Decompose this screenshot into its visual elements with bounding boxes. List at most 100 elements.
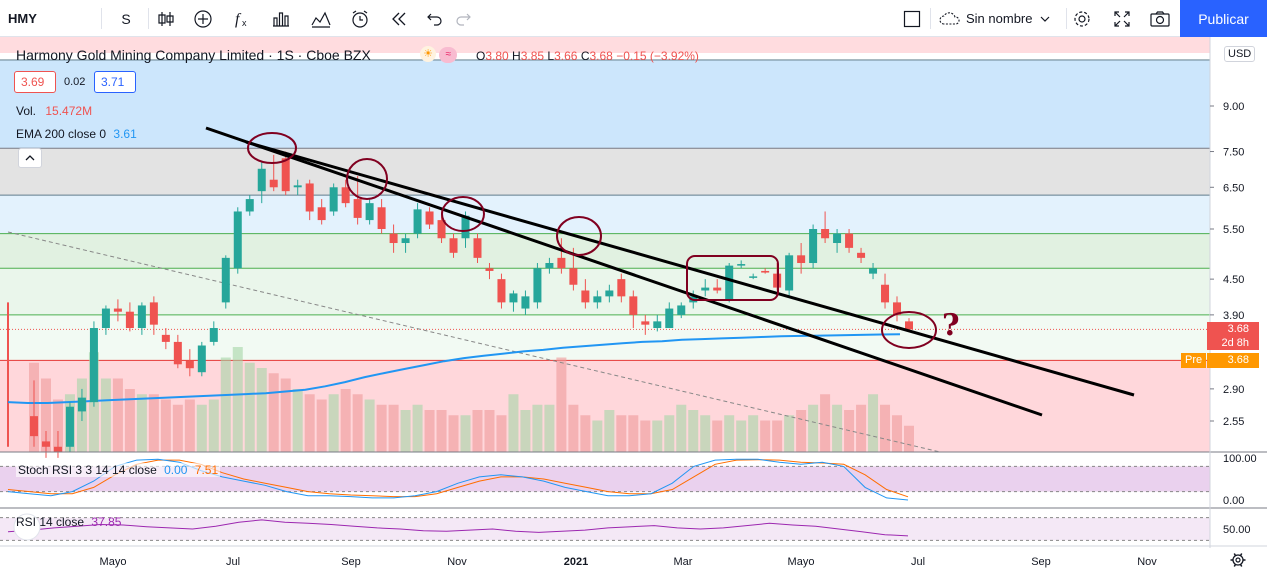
volume-bar	[688, 410, 699, 452]
candle	[329, 183, 338, 216]
bar-countdown: 2d 8h	[1221, 337, 1249, 349]
publish-button[interactable]: Publicar	[1180, 0, 1267, 37]
interval-label: S	[121, 10, 131, 27]
candle-body	[113, 308, 122, 312]
level-band	[0, 195, 1210, 234]
buy-button[interactable]: 3.71	[94, 71, 136, 93]
candle	[701, 279, 710, 297]
candle	[209, 321, 218, 346]
rsi-legend[interactable]: RSI 14 close 37.85	[16, 515, 121, 529]
volume-bar	[256, 368, 267, 452]
candle	[677, 302, 686, 319]
volume-bar	[856, 404, 867, 452]
candle	[257, 161, 266, 204]
price-tick-label: 6.50	[1223, 182, 1244, 194]
volume-bar	[100, 378, 111, 452]
volume-bar	[868, 394, 879, 452]
chart-area[interactable]: 9.00 7.50 6.50 5.50 4.50 3.90 2.90 2.55 100.00 0.…	[0, 37, 1267, 575]
candle	[881, 273, 890, 309]
candle-body	[521, 296, 530, 309]
volume-bar	[292, 389, 303, 452]
candle	[557, 238, 566, 274]
volume-bar	[508, 394, 519, 452]
candle	[185, 349, 194, 377]
stoch-tick-label: 100.00	[1223, 453, 1257, 465]
volume-bar	[112, 378, 123, 452]
volume-bar	[724, 415, 735, 452]
alert-button[interactable]	[346, 0, 374, 37]
undo-button[interactable]	[421, 0, 449, 37]
question-mark-annotation[interactable]: ?	[942, 308, 960, 343]
candle	[161, 328, 170, 350]
volume-legend[interactable]: Vol. 15.472M	[16, 104, 92, 118]
gear-tooth	[1239, 553, 1243, 557]
candle-body	[629, 296, 638, 315]
candle	[53, 430, 62, 458]
candle-body	[725, 265, 734, 300]
candle	[521, 290, 530, 315]
dashed-trendline-segment	[7, 231, 941, 453]
candle-body	[89, 328, 98, 403]
rsi-band	[0, 517, 1210, 541]
volume-bar	[364, 399, 375, 452]
candle-body	[533, 268, 542, 303]
indicators-button[interactable]	[189, 0, 217, 37]
candle-body	[665, 308, 674, 329]
rsi-tick-label: 50.00	[1223, 524, 1251, 536]
high-value: 3.85	[520, 49, 545, 63]
candle-body	[713, 287, 722, 291]
volume-bar	[268, 373, 279, 452]
candle-body	[569, 268, 578, 285]
fullscreen-button[interactable]	[1108, 0, 1136, 37]
stoch-legend[interactable]: Stoch RSI 3 3 14 14 close 0.00 7.51	[16, 463, 221, 477]
compare-button[interactable]	[267, 0, 295, 37]
collapse-legend-button[interactable]	[18, 148, 42, 168]
highlight-box	[686, 255, 779, 301]
candle-body	[761, 270, 770, 273]
volume-bar	[796, 410, 807, 452]
highlight-circle	[556, 216, 602, 256]
candle-body	[821, 229, 830, 239]
sell-button[interactable]: 3.69	[14, 71, 56, 93]
replay-button[interactable]	[385, 0, 413, 37]
settings-button[interactable]	[1068, 0, 1096, 37]
interval-button[interactable]: S	[112, 0, 140, 37]
candle	[365, 199, 374, 225]
highlight-circle	[247, 132, 297, 164]
candle	[593, 290, 602, 309]
svg-text:x: x	[242, 18, 247, 28]
volume-bar	[340, 389, 351, 452]
currency-badge[interactable]: USD	[1224, 46, 1256, 62]
candle	[221, 255, 230, 309]
candle	[857, 247, 866, 264]
volume-bar	[244, 362, 255, 452]
volume-bar	[40, 378, 51, 452]
bar-style-button[interactable]	[152, 0, 180, 37]
candle	[629, 290, 638, 329]
candle-body	[701, 287, 710, 291]
volume-bar	[760, 420, 771, 452]
level-band	[0, 60, 1210, 149]
layout-name-button[interactable]: Sin nombre	[938, 0, 1062, 37]
layout-button[interactable]	[898, 0, 926, 37]
level-band	[0, 233, 1210, 269]
candle	[77, 388, 86, 421]
redo-button[interactable]	[449, 0, 477, 37]
symbol-search-button[interactable]: HMY	[8, 0, 48, 37]
templates-button[interactable]	[307, 0, 335, 37]
ema-label: EMA 200 close 0	[16, 127, 107, 141]
candle	[245, 195, 254, 216]
candle-body	[677, 305, 686, 315]
screenshot-button[interactable]	[1146, 0, 1174, 37]
candle-body	[797, 255, 806, 264]
price-tick-label: 5.50	[1223, 224, 1244, 236]
price-tick-label: 2.55	[1223, 416, 1244, 428]
candle-body	[257, 168, 266, 192]
candle	[485, 263, 494, 280]
ema-legend[interactable]: EMA 200 close 0 3.61	[16, 127, 137, 141]
annotations[interactable]	[247, 132, 937, 349]
close-label: C	[580, 49, 590, 63]
trendlines[interactable]	[205, 126, 1135, 417]
